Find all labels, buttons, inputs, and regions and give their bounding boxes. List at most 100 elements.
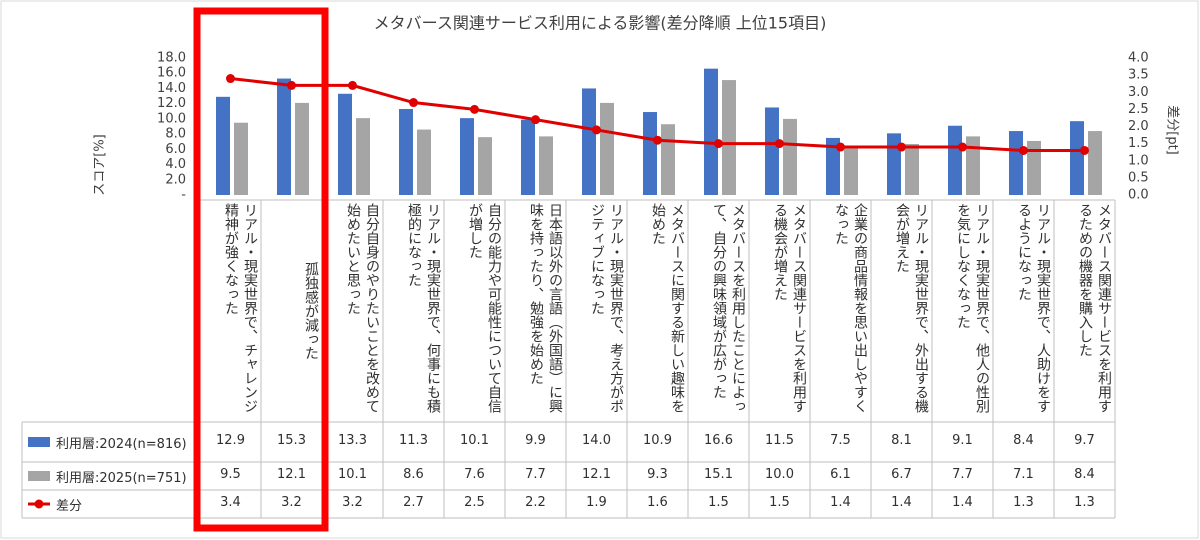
y-tick-label: 12.0 bbox=[157, 96, 186, 111]
y-axis-title: スコア[%] bbox=[93, 134, 108, 196]
table-value: 12.9 bbox=[216, 433, 245, 448]
table-value: 3.4 bbox=[220, 495, 241, 510]
y2-tick-label: 3.5 bbox=[1128, 68, 1149, 83]
bar bbox=[826, 137, 840, 195]
bar bbox=[1009, 131, 1023, 195]
table-value: 7.6 bbox=[464, 467, 485, 482]
table-value: 10.0 bbox=[765, 467, 794, 482]
legend-key bbox=[34, 499, 44, 509]
bar bbox=[460, 118, 474, 195]
bar bbox=[905, 144, 919, 195]
table-value: 6.1 bbox=[830, 467, 851, 482]
bar bbox=[539, 136, 553, 195]
table-value: 9.3 bbox=[647, 467, 668, 482]
category-label: リアル・現実世界で、何事にも積極的になった bbox=[406, 203, 441, 413]
line-marker bbox=[1080, 145, 1089, 155]
line-marker bbox=[592, 125, 601, 135]
line-marker bbox=[958, 142, 967, 152]
table-value: 13.3 bbox=[338, 433, 367, 448]
table-value: 1.4 bbox=[891, 495, 912, 510]
legend-label: 差分 bbox=[56, 499, 83, 514]
line-marker bbox=[409, 98, 418, 108]
table-value: 1.5 bbox=[708, 495, 729, 510]
y-tick-label: - bbox=[181, 188, 186, 203]
bar bbox=[478, 137, 492, 195]
category-label: リアル・現実世界で、他人の性別を気にしなくなった bbox=[955, 203, 990, 413]
table-value: 7.1 bbox=[1013, 467, 1034, 482]
y2-tick-label: 4.0 bbox=[1128, 51, 1149, 66]
bar bbox=[765, 107, 779, 195]
table-value: 15.3 bbox=[277, 433, 306, 448]
y-tick-label: 14.0 bbox=[157, 81, 186, 96]
table-value: 11.3 bbox=[399, 433, 428, 448]
line-marker bbox=[226, 74, 235, 84]
table-value: 7.5 bbox=[830, 433, 851, 448]
line-marker bbox=[348, 80, 357, 90]
table-value: 16.6 bbox=[704, 433, 733, 448]
bar bbox=[643, 112, 657, 195]
category-label: リアル・現実世界で、外出する機会が増えた bbox=[894, 203, 929, 413]
table-value: 10.1 bbox=[338, 467, 367, 482]
table-value: 7.7 bbox=[952, 467, 973, 482]
category-label: リアル・現実世界で、考え方がポジティブになった bbox=[589, 203, 624, 413]
chart-title: メタバース関連サービス利用による影響(差分降順 上位15項目) bbox=[374, 14, 827, 33]
bar bbox=[277, 78, 291, 195]
table-value: 2.2 bbox=[525, 495, 546, 510]
y2-axis-title: 差分[pt] bbox=[1165, 105, 1180, 155]
table-value: 2.7 bbox=[403, 495, 424, 510]
table-value: 8.1 bbox=[891, 433, 912, 448]
category-label: 孤独感が減った bbox=[303, 262, 319, 360]
bar bbox=[216, 96, 230, 195]
y-tick-label: 4.0 bbox=[165, 157, 186, 172]
y-tick-label: 10.0 bbox=[157, 111, 186, 126]
y2-tick-label: 2.0 bbox=[1128, 119, 1149, 134]
bar bbox=[704, 68, 718, 195]
line-marker bbox=[1019, 145, 1028, 155]
line-marker bbox=[775, 139, 784, 149]
bar bbox=[600, 102, 614, 195]
table-value: 10.9 bbox=[643, 433, 672, 448]
bar bbox=[356, 118, 370, 195]
table-value: 1.4 bbox=[830, 495, 851, 510]
table-value: 7.7 bbox=[525, 467, 546, 482]
bar bbox=[417, 129, 431, 195]
legend-key bbox=[28, 471, 50, 481]
bar bbox=[966, 136, 980, 195]
y-tick-label: 18.0 bbox=[157, 51, 186, 66]
line-marker bbox=[531, 115, 540, 125]
table-value: 12.1 bbox=[582, 467, 611, 482]
line-marker bbox=[470, 104, 479, 114]
y2-tick-label: 0.5 bbox=[1128, 170, 1149, 185]
table-value: 2.5 bbox=[464, 495, 485, 510]
bar bbox=[521, 119, 535, 195]
table-value: 10.1 bbox=[460, 433, 489, 448]
category-label: メタバースに関する新しい趣味を始めた bbox=[650, 203, 685, 413]
bar bbox=[1070, 121, 1084, 195]
y-tick-label: 8.0 bbox=[165, 127, 186, 142]
table-value: 3.2 bbox=[342, 495, 363, 510]
table-value: 1.3 bbox=[1074, 495, 1095, 510]
table-value: 15.1 bbox=[704, 467, 733, 482]
table-value: 8.4 bbox=[1013, 433, 1034, 448]
table-value: 9.1 bbox=[952, 433, 973, 448]
y2-tick-label: 1.5 bbox=[1128, 136, 1149, 151]
table-value: 8.4 bbox=[1074, 467, 1095, 482]
bar bbox=[722, 80, 736, 195]
bar bbox=[948, 125, 962, 195]
y2-tick-label: 3.0 bbox=[1128, 85, 1149, 100]
table-value: 1.6 bbox=[647, 495, 668, 510]
category-label: 自分の能力や可能性について自信が増した bbox=[467, 203, 502, 413]
bar bbox=[582, 88, 596, 195]
y-tick-label: 16.0 bbox=[157, 66, 186, 81]
legend-key bbox=[28, 437, 50, 447]
category-label: メタバース関連サービスを利用する機会が増えた bbox=[772, 203, 807, 413]
y-tick-label: 2.0 bbox=[165, 172, 186, 187]
table-value: 1.9 bbox=[586, 495, 607, 510]
table-value: 9.5 bbox=[220, 467, 241, 482]
table-value: 1.5 bbox=[769, 495, 790, 510]
highlight-box bbox=[193, 7, 329, 532]
category-label: メタバースを利用したことによって、自分の興味領域が広がった bbox=[711, 203, 746, 413]
line-marker bbox=[897, 142, 906, 152]
